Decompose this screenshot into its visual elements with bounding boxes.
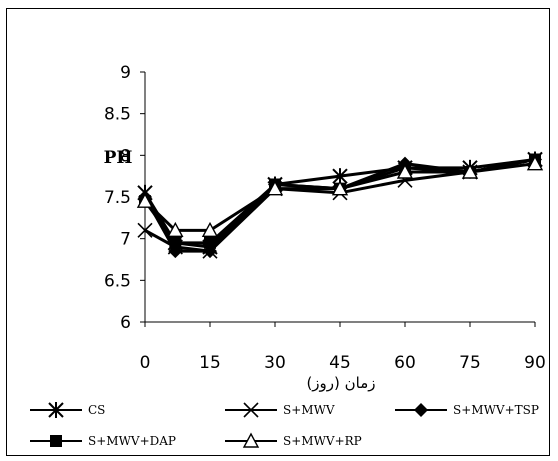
legend-marker-3 (50, 435, 62, 447)
x-axis-title: زمان (روز) (306, 374, 375, 392)
data-point-4-2 (201, 221, 219, 238)
legend-label: S+MWV (283, 403, 335, 417)
x-tick-label: 60 (394, 353, 416, 373)
x-tick-label: 15 (199, 353, 221, 373)
legend-label: S+MWV+RP (283, 434, 362, 448)
data-point-4-0 (136, 192, 154, 208)
legend-marker-1 (243, 402, 259, 418)
data-point-3-1 (169, 236, 182, 249)
chart-frame (6, 8, 550, 456)
data-point-3-2 (204, 236, 216, 249)
data-point-4-6 (461, 163, 479, 179)
data-point-4-7 (526, 155, 544, 171)
legend-label: CS (88, 403, 105, 417)
series-line-4 (143, 162, 536, 232)
legend-label: S+MWV+TSP (453, 403, 539, 417)
y-tick-label: 7 (120, 230, 131, 250)
x-tick-label: 30 (264, 353, 286, 373)
y-tick-label: 6.5 (104, 271, 131, 291)
x-tick-label: 75 (459, 353, 481, 373)
legend-marker-2 (414, 403, 428, 417)
y-axis-title: PH (104, 148, 133, 168)
y-tick-label: 8 (120, 146, 131, 166)
legend-label: S+MWV+DAP (88, 434, 176, 448)
y-tick-label: 8.5 (104, 105, 131, 125)
data-point-4-3 (266, 180, 284, 196)
y-tick-label: 7.5 (104, 188, 131, 208)
x-tick-label: 0 (140, 353, 151, 373)
data-point-4-5 (396, 163, 414, 179)
data-point-4-1 (167, 221, 184, 238)
data-point-1-0 (137, 222, 153, 238)
x-tick-label: 45 (329, 353, 351, 373)
legend-marker-0 (48, 402, 64, 418)
x-tick-label: 90 (524, 353, 546, 373)
data-point-4-4 (331, 180, 349, 196)
legend-marker-4 (242, 432, 260, 448)
y-tick-label: 9 (120, 63, 131, 83)
y-tick-label: 6 (120, 313, 131, 333)
